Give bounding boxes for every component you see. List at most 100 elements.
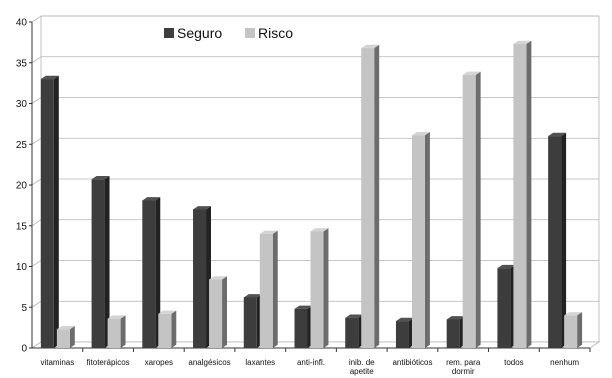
x-category-label-line: fitoterápicos xyxy=(87,358,130,367)
bar-side xyxy=(155,197,161,348)
bar-side xyxy=(561,132,567,348)
bar-top xyxy=(193,206,211,210)
bar-side xyxy=(577,312,583,348)
bar-front xyxy=(395,321,409,348)
x-category-labels: vitaminas fitoterápicos xaropes analgésicos… xyxy=(40,358,579,376)
y-tick-labels: 0 5 10 15 20 25 30 35 40 xyxy=(16,18,28,355)
x-category-label-line: laxantes xyxy=(245,358,275,367)
bar-front xyxy=(40,79,54,349)
bar-top xyxy=(40,75,59,80)
y-tick-label: 0 xyxy=(21,344,27,355)
bar-side xyxy=(424,131,430,348)
bar-front xyxy=(497,268,511,348)
y-tick-label: 20 xyxy=(16,181,28,192)
bar-risco-2 xyxy=(158,310,177,348)
y-tick-label: 5 xyxy=(21,303,27,314)
bar-top xyxy=(310,228,329,232)
y-tick-label: 15 xyxy=(16,221,28,232)
x-category-label-line: rem. para xyxy=(446,358,481,367)
bar-front xyxy=(107,318,121,348)
bar-top xyxy=(142,197,161,201)
bar-front xyxy=(310,231,324,348)
bar-front xyxy=(564,315,578,348)
bar-front xyxy=(142,200,156,348)
bar-top xyxy=(411,131,430,136)
bar-top xyxy=(107,315,126,319)
bar-side xyxy=(374,44,380,348)
bar-front xyxy=(243,297,257,348)
x-category-label: todos xyxy=(504,358,524,367)
x-category-label-line: dormir xyxy=(452,367,475,376)
bar-front xyxy=(209,279,223,348)
bar-top xyxy=(243,294,262,298)
x-category-label-line: vitaminas xyxy=(40,358,74,367)
legend-label-risco: Risco xyxy=(258,25,293,41)
x-category-label: rem. para dormir xyxy=(446,358,481,376)
x-category-label-line: anti-infl. xyxy=(297,358,325,367)
bar-risco-6 xyxy=(361,44,380,348)
bar-front xyxy=(294,308,308,348)
bar-front xyxy=(56,329,70,348)
bar-side xyxy=(272,230,278,348)
bar-seguro-7 xyxy=(395,317,414,348)
y-gridline xyxy=(31,56,599,64)
bar-seguro-1 xyxy=(91,175,110,348)
x-category-label: anti-infl. xyxy=(297,358,325,367)
bar-side xyxy=(171,310,177,348)
y-tick-label: 40 xyxy=(16,18,28,29)
y-tick-label: 30 xyxy=(16,99,28,110)
bar-risco-7 xyxy=(411,131,430,348)
bar-top xyxy=(56,325,75,330)
bar-top xyxy=(548,132,567,137)
bar-seguro-6 xyxy=(345,314,364,348)
y-tick-label: 25 xyxy=(16,140,28,151)
bar-risco-10 xyxy=(564,312,583,348)
bar-front xyxy=(193,209,207,348)
bar-top xyxy=(513,40,532,45)
bar-front xyxy=(446,319,460,348)
bar-front xyxy=(361,48,375,348)
legend-swatch-risco xyxy=(245,28,255,38)
bar-seguro-9 xyxy=(497,264,516,348)
bar-seguro-8 xyxy=(446,316,465,348)
x-category-label: nenhum xyxy=(550,358,579,367)
x-category-label-line: analgésicos xyxy=(188,358,230,367)
bar-front xyxy=(513,44,527,348)
x-category-label-line: xaropes xyxy=(145,358,173,367)
bar-seguro-3 xyxy=(193,206,211,348)
bar-top xyxy=(209,276,227,280)
bar-front xyxy=(158,313,172,348)
bar-top xyxy=(294,305,313,309)
x-category-label-line: antibióticos xyxy=(392,358,432,367)
bar-top xyxy=(158,310,177,314)
bar-front xyxy=(411,135,425,348)
y-tick-label: 35 xyxy=(16,58,28,69)
bar-risco-4 xyxy=(259,230,278,348)
x-category-label: vitaminas xyxy=(40,358,74,367)
x-category-label: fitoterápicos xyxy=(87,358,130,367)
bar-front xyxy=(91,179,105,348)
bar-front xyxy=(345,317,359,348)
bar-side xyxy=(120,315,126,348)
x-category-label-line: inib. de xyxy=(349,358,375,367)
bar-side xyxy=(222,276,227,348)
bar-top xyxy=(564,312,583,316)
bar-side xyxy=(53,75,59,348)
bar-top xyxy=(259,230,278,234)
bar-seguro-4 xyxy=(243,294,262,348)
legend-label-seguro: Seguro xyxy=(177,25,222,41)
x-category-label-line: nenhum xyxy=(550,358,579,367)
bar-risco-0 xyxy=(56,325,75,348)
bar-top xyxy=(446,316,465,320)
bar-risco-5 xyxy=(310,228,329,348)
x-category-label: analgésicos xyxy=(188,358,230,367)
bar-risco-1 xyxy=(107,315,126,348)
bar-side xyxy=(526,40,532,348)
bar-seguro-5 xyxy=(294,305,313,348)
bar-seguro-10 xyxy=(548,132,567,348)
bar-side xyxy=(69,325,75,348)
bar-side xyxy=(475,71,481,349)
bar-seguro-0 xyxy=(40,75,59,349)
